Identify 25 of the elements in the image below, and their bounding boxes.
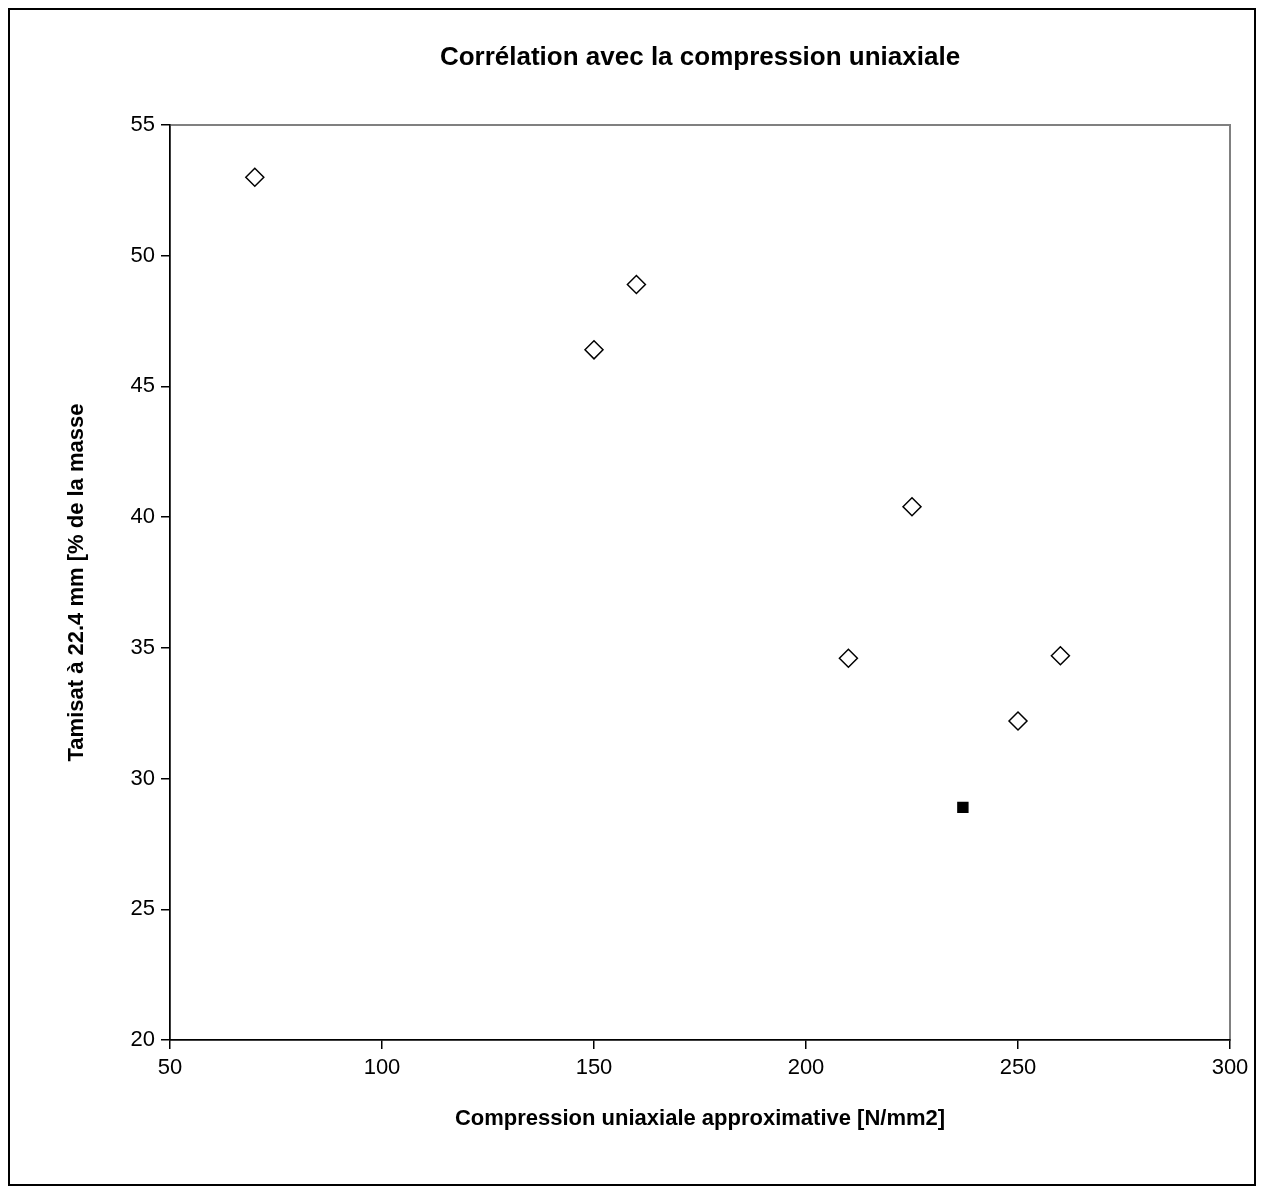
- y-axis-title: Tamisat à 22.4 mm [% de la masse: [63, 403, 89, 762]
- point: [902, 496, 922, 517]
- y-tick-label: 20: [130, 1026, 155, 1052]
- point: [1050, 645, 1071, 666]
- point: [584, 340, 604, 360]
- y-tick-label: 45: [130, 372, 155, 398]
- x-tick-label: 250: [999, 1054, 1037, 1080]
- x-tick-label: 100: [363, 1054, 401, 1080]
- point: [838, 648, 859, 669]
- y-tick-label: 40: [130, 503, 155, 529]
- point: [626, 274, 647, 295]
- y-tick-label: 25: [130, 895, 155, 921]
- point: [245, 167, 265, 188]
- y-tick-label: 30: [130, 764, 155, 790]
- y-tick-label: 50: [130, 241, 155, 267]
- chart-title: Corrélation avec la compression uniaxiale: [439, 41, 961, 72]
- x-tick-label: 300: [1211, 1054, 1249, 1080]
- y-tick-label: 35: [130, 633, 155, 659]
- y-tick-label: 55: [130, 111, 155, 137]
- x-tick-label: 150: [575, 1054, 613, 1080]
- point: [957, 801, 969, 814]
- x-tick-label: 200: [787, 1054, 825, 1080]
- x-tick-label: 50: [157, 1054, 183, 1080]
- x-axis-title: Compression uniaxiale approximative [N/mm2]: [454, 1104, 946, 1130]
- point: [1008, 711, 1028, 731]
